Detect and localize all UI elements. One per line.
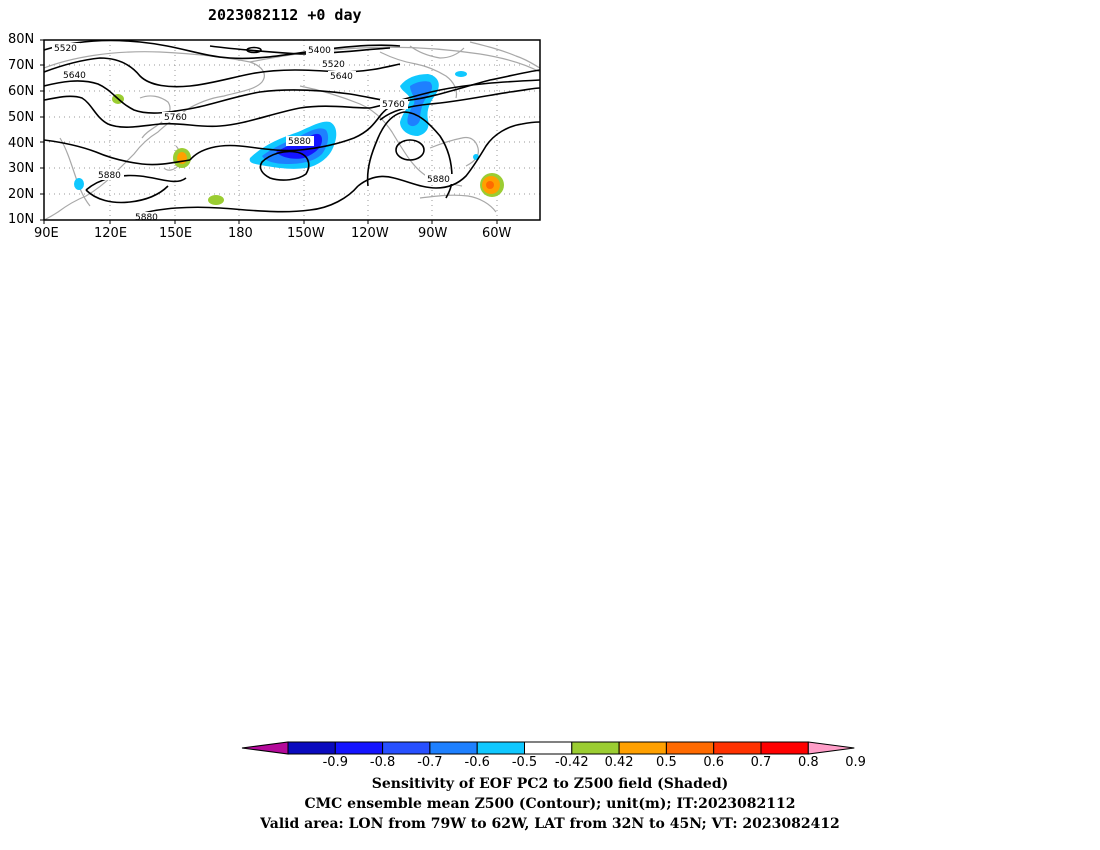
caption-line-3: Valid area: LON from 79W to 62W, LAT fro… <box>260 816 840 832</box>
colorbar-tick-label: 0.9 <box>845 755 866 770</box>
colorbar-cell <box>618 741 667 755</box>
lon-label-150e: 150E <box>159 226 193 241</box>
colorbar-cell <box>334 741 384 755</box>
colorbar-cell-upper-extend <box>807 741 855 755</box>
colorbar-tick-label: 0.6 <box>703 755 725 770</box>
lat-label-40n: 40N <box>8 136 35 151</box>
map-panel: 80N 70N 60N 50N 40N 30N 20N 10N 90E 120E… <box>0 28 560 248</box>
lon-label-60w: 60W <box>482 226 512 241</box>
colorbar-cell <box>571 741 620 755</box>
shade-pacific-green <box>208 195 224 205</box>
lon-label-90w: 90W <box>418 226 448 241</box>
colorbar-tick-label: -0.5 <box>511 755 538 770</box>
lon-label-150w: 150W <box>287 226 325 241</box>
colorbar-tick-label: -0.8 <box>369 755 396 770</box>
contour-label-5520-east: 5520 <box>322 60 345 70</box>
colorbar-tick-label: 0.7 <box>750 755 772 770</box>
colorbar-cell <box>713 741 762 755</box>
colorbar-cell <box>287 741 336 755</box>
map-gridlines <box>44 40 540 220</box>
colorbar-tick-label: 0.5 <box>656 755 677 770</box>
shade-asia-cyan <box>74 178 84 190</box>
lon-label-180: 180 <box>228 226 253 241</box>
colorbar-cell <box>665 741 715 755</box>
contour-label-5400: 5400 <box>308 46 331 56</box>
colorbar-tick-label: 0.8 <box>797 755 819 770</box>
lat-label-60n: 60N <box>8 84 35 99</box>
lon-label-120w: 120W <box>351 226 389 241</box>
contour-label-5760-west: 5760 <box>164 113 187 123</box>
lat-label-20n: 20N <box>8 187 35 202</box>
contour-label-5880-pacific: 5880 <box>288 137 311 147</box>
colorbar-tick-label: 0.42 <box>604 755 634 770</box>
map-plot: 5520 5400 5520 5640 5640 5760 5760 5880 … <box>40 39 541 224</box>
colorbar-tick-label: -0.9 <box>322 755 348 770</box>
lon-label-120e: 120E <box>94 226 128 241</box>
lon-label-90e: 90E <box>34 226 59 241</box>
caption-line-2: CMC ensemble mean Z500 (Contour); unit(m… <box>304 796 796 812</box>
colorbar-cell <box>524 741 573 755</box>
contour-label-5640-east: 5640 <box>330 72 353 82</box>
colorbar-cell <box>382 741 431 755</box>
colorbar-tick-label: -0.7 <box>417 755 443 770</box>
colorbar-cell <box>429 741 478 755</box>
contour-labels: 5520 5400 5520 5640 5640 5760 5760 5880 … <box>52 43 453 223</box>
contour-label-5520-west: 5520 <box>54 44 77 54</box>
shade-caribbean-red <box>486 181 494 189</box>
contour-label-5880-south: 5880 <box>135 213 158 223</box>
caption-line-1: Sensitivity of EOF PC2 to Z500 field (Sh… <box>371 776 729 792</box>
contour-label-5760-east: 5760 <box>382 100 405 110</box>
lat-label-10n: 10N <box>8 212 35 227</box>
contour-label-5640-west: 5640 <box>63 71 86 81</box>
z500-contours <box>44 40 540 215</box>
contour-label-5880-atlantic: 5880 <box>427 175 450 185</box>
axis-ticks <box>40 39 498 224</box>
map-frame <box>43 39 541 221</box>
lat-label-50n: 50N <box>8 110 35 125</box>
colorbar-cell-lower-extend <box>241 741 289 755</box>
contour-label-5880-asia: 5880 <box>98 171 121 181</box>
colorbar-cell <box>476 741 525 755</box>
colorbar: -0.9 -0.8 -0.7 -0.6 -0.5 -0.42 0.42 0.5 0.6 0.7 0.… <box>240 740 866 772</box>
colorbar-tick-label: -0.6 <box>464 755 490 770</box>
colorbar-tick-label: -0.42 <box>554 755 589 770</box>
colorbar-cell <box>760 741 809 755</box>
lat-label-30n: 30N <box>8 161 35 176</box>
coastlines <box>44 41 540 220</box>
lat-label-80n: 80N <box>8 32 35 47</box>
lat-label-70n: 70N <box>8 58 35 73</box>
map-title: 2023082112 +0 day <box>208 6 362 24</box>
shade-hudson-cyan <box>455 71 467 77</box>
